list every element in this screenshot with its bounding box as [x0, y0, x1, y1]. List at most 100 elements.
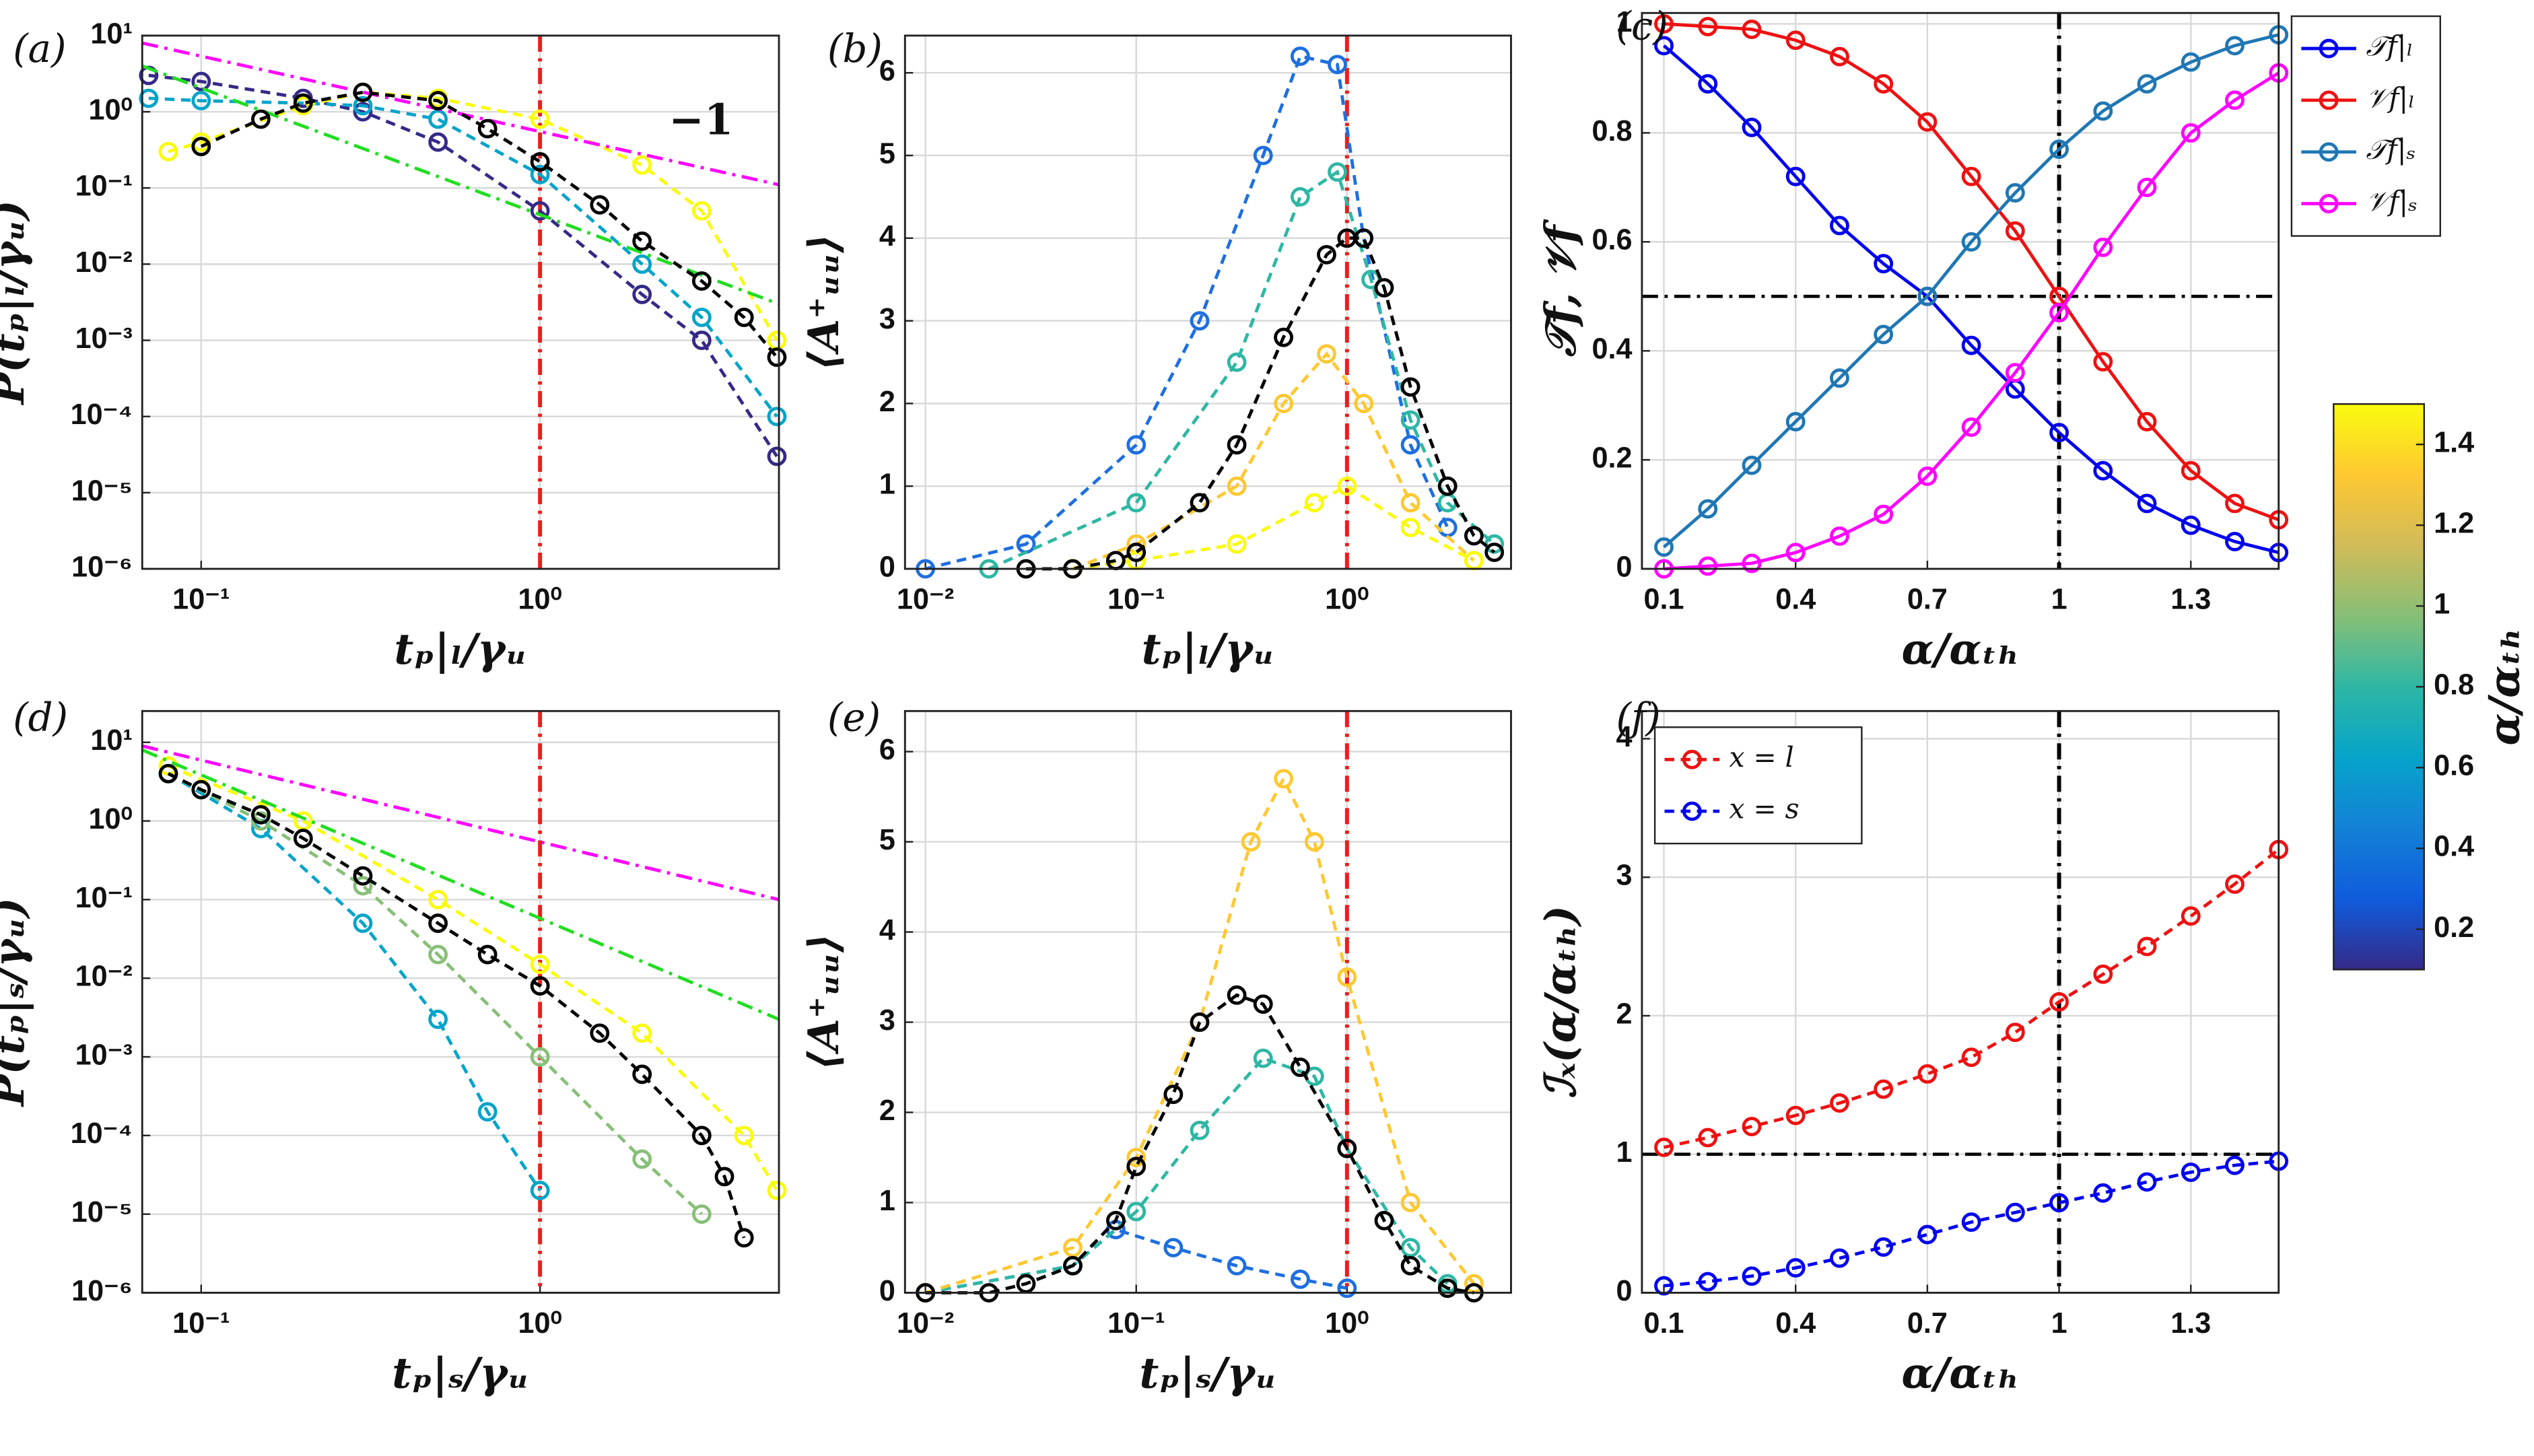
marker: [1290, 1058, 1310, 1077]
marker: [1830, 46, 1849, 67]
y-tick-label: 2: [1616, 998, 1632, 1030]
marker: [428, 944, 448, 965]
marker: [632, 285, 652, 304]
marker: [353, 96, 373, 116]
x-tick-label: 1.3: [2170, 583, 2211, 615]
marker: [2137, 177, 2157, 197]
marker: [2181, 123, 2201, 143]
series-line: [167, 772, 703, 1216]
marker: [1190, 1120, 1210, 1140]
y-tick-label: 10¹: [90, 18, 132, 50]
legend-marker: [2319, 142, 2339, 162]
y-tick-label: 0.6: [1591, 224, 1632, 256]
marker: [2137, 936, 2157, 957]
y-tick-label: 0: [879, 1275, 895, 1307]
marker: [2005, 363, 2025, 383]
marker: [1374, 1210, 1394, 1230]
marker: [1126, 1148, 1146, 1167]
colorbar-tick-label: 1.2: [2434, 508, 2474, 540]
marker: [1464, 526, 1484, 546]
marker: [1961, 417, 1981, 437]
y-tick-label: 1: [1616, 6, 1632, 38]
marker: [1742, 455, 1762, 475]
marker: [2181, 52, 2201, 72]
series-line: [1662, 44, 2280, 555]
x-tick-label: 1: [2051, 1307, 2067, 1340]
y-tick-label: 3: [879, 303, 895, 335]
marker: [1400, 493, 1420, 513]
marker: [632, 1149, 652, 1169]
series-line: [925, 993, 1474, 1294]
marker: [691, 1125, 712, 1146]
marker: [1190, 311, 1210, 331]
y-tick-label: 10⁻⁵: [71, 1196, 133, 1228]
marker: [251, 109, 271, 129]
legend-label: 𝒯f|ₗ: [2366, 30, 2413, 63]
y-tick-label: 4: [879, 220, 895, 252]
marker: [1484, 543, 1505, 562]
y-tick-label: 0: [1616, 551, 1632, 583]
marker: [1785, 412, 1806, 431]
y-tick-label: 4: [879, 914, 895, 946]
marker: [1290, 46, 1310, 66]
marker: [2225, 532, 2245, 551]
x-axis-label: tₚ|ₗ/γᵤ: [1142, 624, 1274, 674]
marker: [428, 1009, 448, 1029]
y-tick-label: 0.2: [1591, 442, 1632, 475]
marker: [1917, 1224, 1938, 1245]
marker: [2137, 1172, 2157, 1192]
marker: [1105, 1210, 1126, 1230]
panel-title: (e): [827, 695, 881, 740]
panel-title: (c): [1616, 3, 1668, 48]
colorbar-tick-label: 1: [2434, 588, 2450, 621]
series-line: [167, 772, 746, 1239]
marker: [1227, 1255, 1247, 1276]
y-tick-label: 3: [1616, 860, 1632, 892]
marker: [477, 118, 498, 139]
marker: [1830, 1248, 1849, 1268]
legend-marker: [2319, 38, 2339, 59]
series-line: [924, 775, 1476, 1294]
colorbar-tick-label: 0.8: [2434, 669, 2474, 701]
marker: [139, 88, 159, 108]
panel-title: (a): [13, 26, 66, 71]
legend-label: x = s: [1730, 793, 1800, 825]
marker: [2181, 1163, 2201, 1182]
marker: [714, 1167, 734, 1187]
marker: [1290, 1269, 1310, 1289]
marker: [1227, 985, 1247, 1005]
marker: [1874, 254, 1894, 274]
marker: [1698, 1272, 1718, 1292]
marker: [632, 1064, 652, 1084]
marker: [1190, 1012, 1210, 1032]
series-line: [141, 41, 780, 186]
marker: [530, 109, 550, 129]
marker: [1337, 476, 1357, 496]
marker: [1785, 1105, 1806, 1125]
marker: [1785, 30, 1806, 50]
marker: [1126, 543, 1146, 562]
plot-frame: [1641, 11, 2280, 570]
marker: [1354, 394, 1374, 413]
marker: [1917, 286, 1938, 306]
marker: [1227, 476, 1247, 496]
marker: [1274, 769, 1293, 789]
y-tick-label: 10⁻⁵: [71, 475, 133, 507]
series-line: [1664, 1159, 2279, 1288]
x-tick-label: 1.3: [2170, 1307, 2211, 1340]
marker: [2181, 460, 2201, 481]
marker: [1227, 435, 1247, 455]
marker: [767, 347, 787, 368]
marker: [1961, 1212, 1981, 1232]
marker: [1698, 556, 1718, 576]
series-line: [167, 772, 542, 1191]
marker: [1328, 162, 1347, 182]
marker: [734, 1125, 754, 1146]
plot-area: [142, 711, 780, 1293]
marker: [1742, 553, 1762, 574]
marker: [1400, 435, 1420, 455]
marker: [1830, 526, 1849, 546]
x-tick-label: 10⁻¹: [172, 1307, 230, 1340]
marker: [158, 141, 178, 162]
